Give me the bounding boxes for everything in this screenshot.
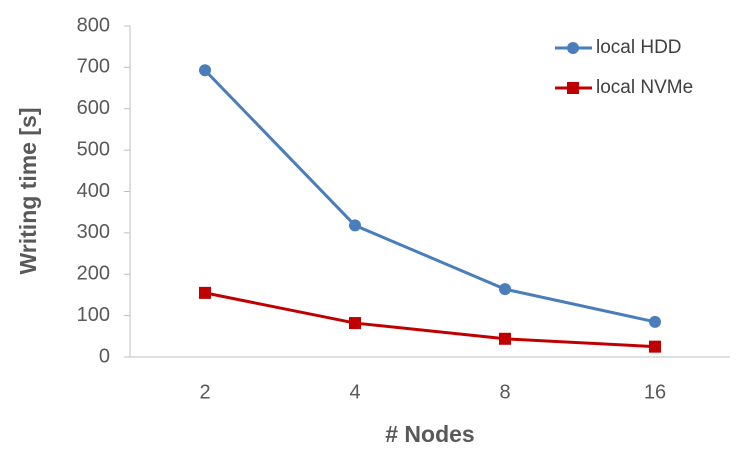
x-tick-label: 2 (199, 381, 210, 403)
marker (349, 317, 361, 330)
x-tick-label: 16 (644, 381, 666, 403)
series-line (204, 291, 656, 349)
legend-label: local NVMe (596, 77, 693, 98)
y-tick-label: 700 (77, 56, 110, 78)
marker (567, 82, 579, 94)
x-axis-title: # Nodes (385, 421, 474, 447)
y-tick-label: 400 (77, 180, 110, 202)
legend-label: local HDD (596, 37, 682, 58)
marker (199, 286, 211, 299)
y-tick-label: 800 (77, 14, 110, 36)
marker (649, 315, 661, 328)
y-tick-label: 0 (99, 345, 110, 367)
y-tick-label: 500 (77, 138, 110, 160)
series-line (203, 69, 656, 324)
y-tick-label: 100 (77, 304, 110, 326)
y-axis-title: Writing time [s] (15, 108, 41, 275)
marker (349, 219, 361, 232)
y-tick-label: 200 (77, 263, 110, 285)
y-tick-label: 600 (77, 97, 110, 119)
marker (499, 332, 511, 345)
y-tick-label: 300 (77, 221, 110, 243)
x-tick-label: 8 (499, 381, 510, 403)
marker (567, 42, 579, 54)
x-tick-label: 4 (349, 381, 360, 403)
marker (199, 64, 211, 77)
marker (499, 283, 511, 296)
marker (649, 340, 661, 353)
